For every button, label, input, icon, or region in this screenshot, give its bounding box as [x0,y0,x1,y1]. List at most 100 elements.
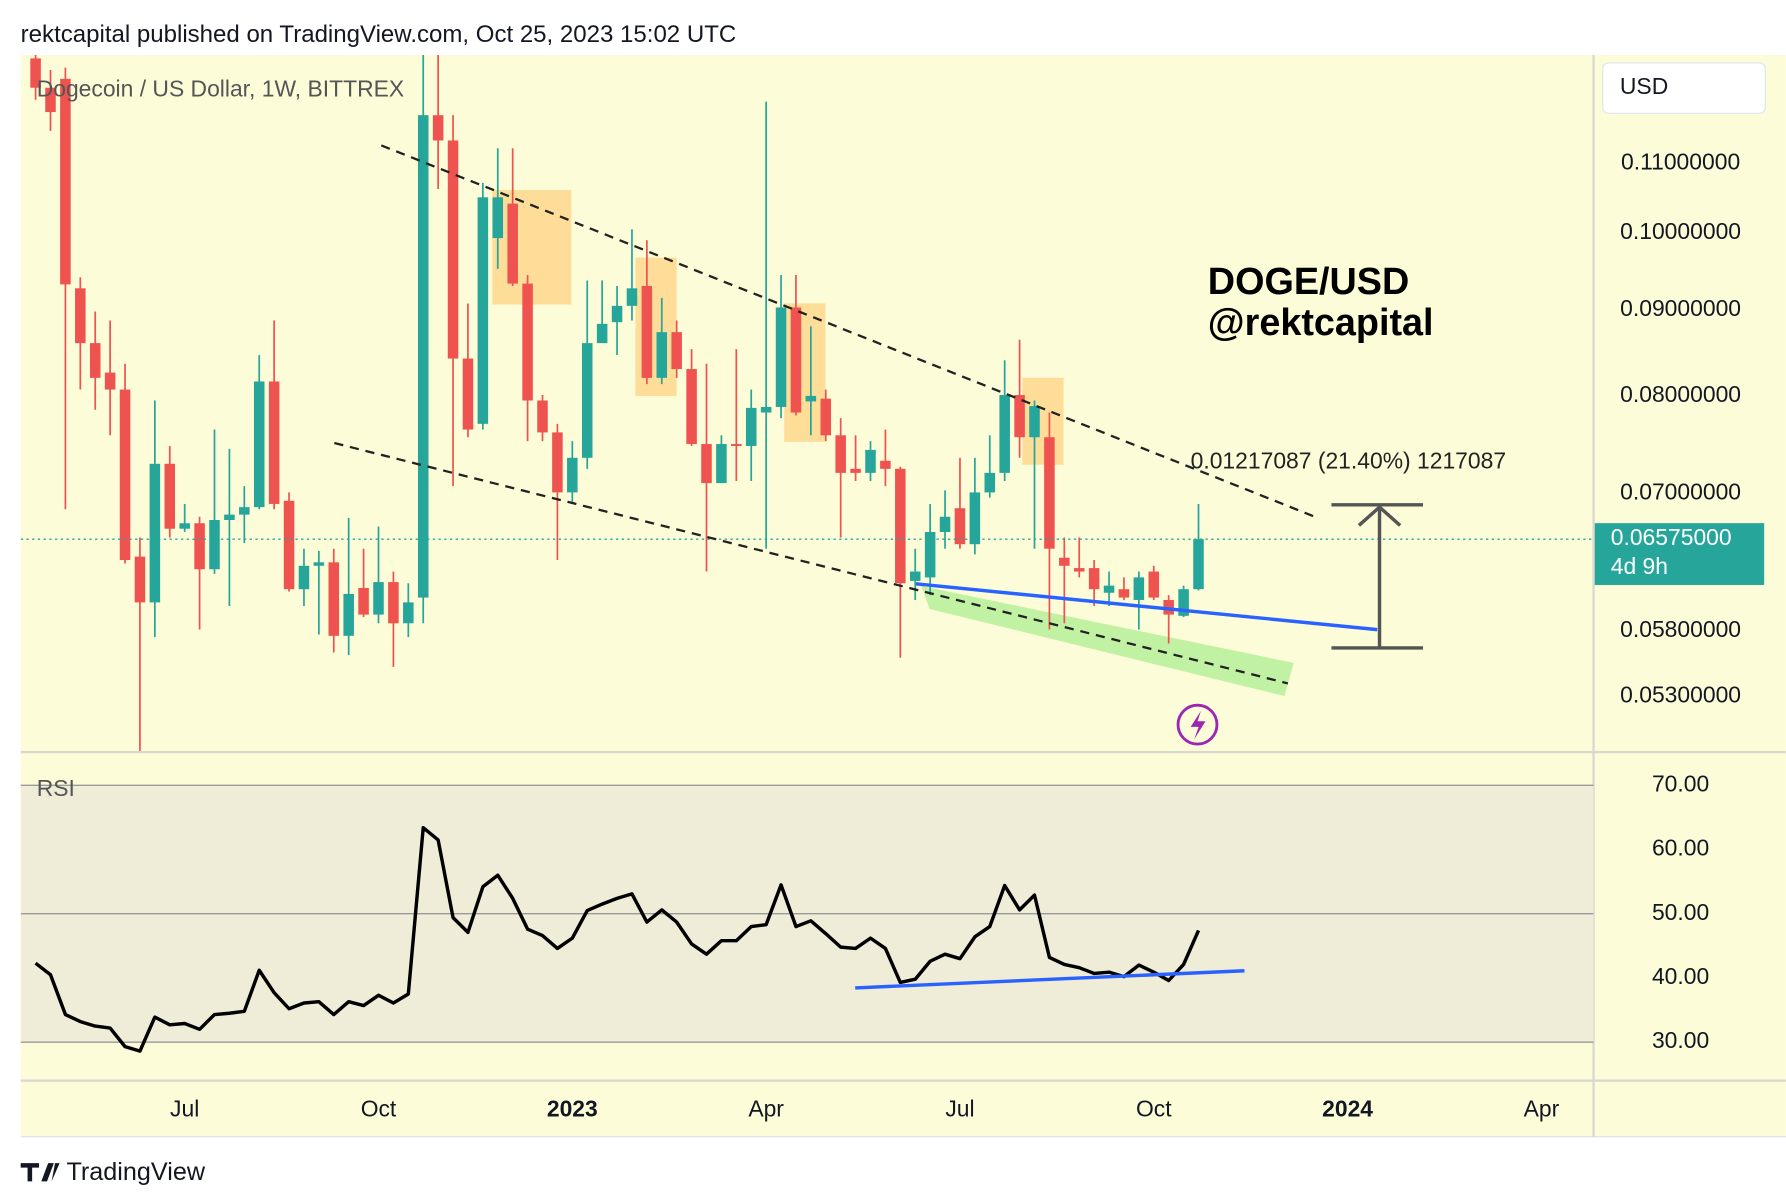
candle-body [447,140,459,359]
candle-body [850,468,861,473]
y-tick-label: 0.05300000 [1620,682,1741,708]
candle-body [60,78,71,285]
candle-body [1029,406,1040,438]
y-tick-label: 0.11000000 [1621,148,1740,174]
candle-body [1133,577,1145,600]
measure-arrow-head [1357,504,1402,527]
x-tick-label: Apr [1524,1095,1560,1121]
event-icon[interactable] [1176,703,1219,746]
drawings-top: Dogecoin / US Dollar, 1W, BITTREX DOGE/U… [37,75,1506,746]
candle-body [939,516,951,533]
candle-body [209,520,220,570]
countdown-label: 4d 9h [1611,553,1668,579]
y-tick-label: 0.10000000 [1620,218,1741,244]
candle-body [343,593,354,636]
candle-body [104,372,116,390]
highlight-box [784,303,826,442]
price-pane [20,54,1594,751]
x-tick-label: 2023 [547,1095,598,1121]
candle-body [775,307,787,407]
candle-body [1073,568,1085,572]
chart-label: DOGE/USD [1208,261,1409,303]
candle-body [328,562,340,636]
candle-body [1059,557,1070,566]
rsi-line [34,826,1201,1053]
candle-body [1088,568,1100,590]
rsi-pane [20,784,1594,1053]
last-price-tag [1594,523,1765,585]
candle-body [626,288,638,306]
axes: Jul Oct 2023 Apr Jul Oct 2024 Apr 0.05300000 0.05… [170,148,1765,1121]
support-zone [921,586,1294,697]
rsi-support-line [855,969,1245,990]
logo-mark [20,1163,60,1182]
candle-body [432,115,444,141]
support-line [915,582,1378,632]
y-tick-label: 30.00 [1652,1027,1709,1053]
candle-body [537,400,548,433]
candle-body [745,407,757,446]
candle-body [283,500,295,590]
measure-label: 0.01217087 (21.40%) 1217087 [1191,448,1506,474]
candle-body [119,389,131,561]
currency-button[interactable] [1602,62,1766,114]
candle-body [45,87,56,113]
candle-body [716,444,727,484]
candle-body [820,398,832,436]
candle-body [1014,395,1025,438]
candle-body [313,562,325,566]
candle-body [239,507,250,515]
candle-body [895,468,906,584]
trend-line [380,144,1317,519]
candle-body [954,508,966,545]
candle-body [1118,589,1130,598]
candle-body [731,444,742,446]
candle-body [417,115,429,598]
rsi-title: RSI [37,775,75,801]
candle-body [89,343,101,378]
last-price-label: 0.06575000 [1611,524,1732,550]
candle-body [596,323,608,344]
rsi-drawings [855,969,1245,990]
x-tick-label: Jul [945,1095,974,1121]
candle-body [179,523,190,529]
candle-body [984,472,996,493]
candle-body [999,395,1010,473]
candle-body [924,532,936,578]
candle-body [373,582,384,615]
candle-body [1193,539,1204,590]
candle-body [969,492,981,545]
y-tick-label: 40.00 [1652,963,1709,989]
candle-body [686,369,697,445]
candle-body [388,582,399,624]
candle-body [403,602,414,624]
candle-body [224,514,235,521]
publish-header: rektcapital published on TradingView.com… [21,21,737,48]
candle-body [909,571,921,581]
y-tick-label: 0.07000000 [1620,478,1741,504]
y-tick-label: 0.05800000 [1620,616,1741,642]
candle-body [865,449,876,473]
candle-body [507,203,518,284]
y-tick-label: 60.00 [1652,835,1709,861]
candle-body [835,435,846,473]
x-tick-label: 2024 [1322,1095,1373,1121]
currency-label: USD [1620,73,1668,99]
y-tick-label: 50.00 [1652,899,1709,925]
candle-body [134,556,146,603]
x-tick-label: Oct [361,1095,397,1121]
candle-body [805,395,817,402]
candle-body [880,460,891,469]
candle-body [611,305,623,323]
candle-body [75,288,86,344]
candle-body [1148,571,1160,598]
chart-author: @rektcapital [1208,302,1434,344]
candle-body [30,58,41,88]
candle-body [1044,437,1055,549]
candle-body [656,332,668,378]
y-tick-label: 70.00 [1652,770,1709,796]
candle-body [1178,589,1189,616]
candle-body [552,432,563,493]
